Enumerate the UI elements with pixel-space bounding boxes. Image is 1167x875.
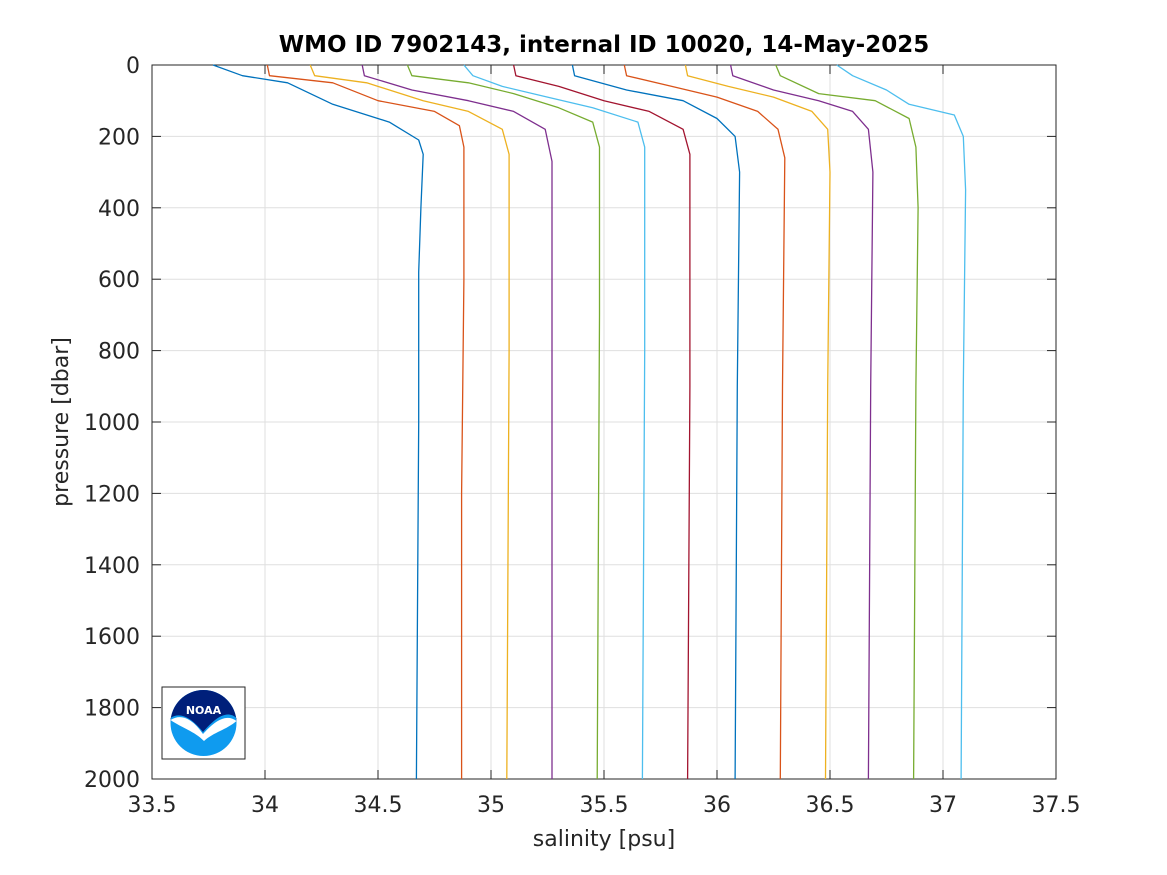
salinity-profile-3 xyxy=(309,64,510,780)
y-tick-label: 1400 xyxy=(84,554,140,579)
x-tick-label: 35 xyxy=(477,793,505,818)
salinity-profile-12 xyxy=(775,64,919,780)
salinity-profile-2 xyxy=(266,64,465,779)
y-tick-label: 0 xyxy=(126,54,140,79)
x-tick-labels: 33.5 34 34.5 35 35.5 36 36.5 37 37.5 xyxy=(128,793,1081,818)
axis-ticks xyxy=(151,64,1057,780)
salinity-profile-10 xyxy=(684,64,831,780)
chart-title: WMO ID 7902143, internal ID 10020, 14-Ma… xyxy=(279,32,929,58)
salinity-profile-6 xyxy=(463,64,646,780)
salinity-profile-8 xyxy=(571,64,741,780)
salinity-profile-13 xyxy=(836,64,967,780)
x-tick-label: 37.5 xyxy=(1032,793,1081,818)
x-tick-label: 36.5 xyxy=(806,793,855,818)
salinity-profile-7 xyxy=(512,64,691,780)
y-tick-label: 1000 xyxy=(84,411,140,436)
y-tick-label: 800 xyxy=(98,340,140,365)
y-tick-label: 600 xyxy=(98,268,140,293)
x-tick-label: 37 xyxy=(929,793,957,818)
grid-lines xyxy=(152,65,1056,779)
y-tick-label: 400 xyxy=(98,197,140,222)
data-lines xyxy=(212,64,967,780)
x-tick-label: 35.5 xyxy=(580,793,629,818)
y-tick-label: 1200 xyxy=(84,482,140,507)
salinity-profile-1 xyxy=(212,64,424,780)
x-tick-label: 34 xyxy=(251,793,279,818)
y-tick-labels: 0 200 400 600 800 1000 1200 1400 1600 1800 2000 xyxy=(84,54,140,793)
noaa-logo-text: NOAA xyxy=(186,704,222,717)
noaa-logo: NOAA xyxy=(161,686,246,760)
salinity-profile-4 xyxy=(361,64,553,779)
y-tick-label: 200 xyxy=(98,125,140,150)
salinity-profile-11 xyxy=(729,64,874,780)
salinity-profile-9 xyxy=(623,64,786,780)
y-axis-label: pressure [dbar] xyxy=(49,337,74,507)
x-tick-label: 33.5 xyxy=(128,793,177,818)
y-tick-label: 1600 xyxy=(84,625,140,650)
y-tick-label: 1800 xyxy=(84,697,140,722)
x-tick-label: 36 xyxy=(703,793,731,818)
salinity-profile-5 xyxy=(406,64,601,780)
y-tick-label: 2000 xyxy=(84,768,140,793)
x-axis-label: salinity [psu] xyxy=(533,827,675,852)
x-tick-label: 34.5 xyxy=(354,793,403,818)
